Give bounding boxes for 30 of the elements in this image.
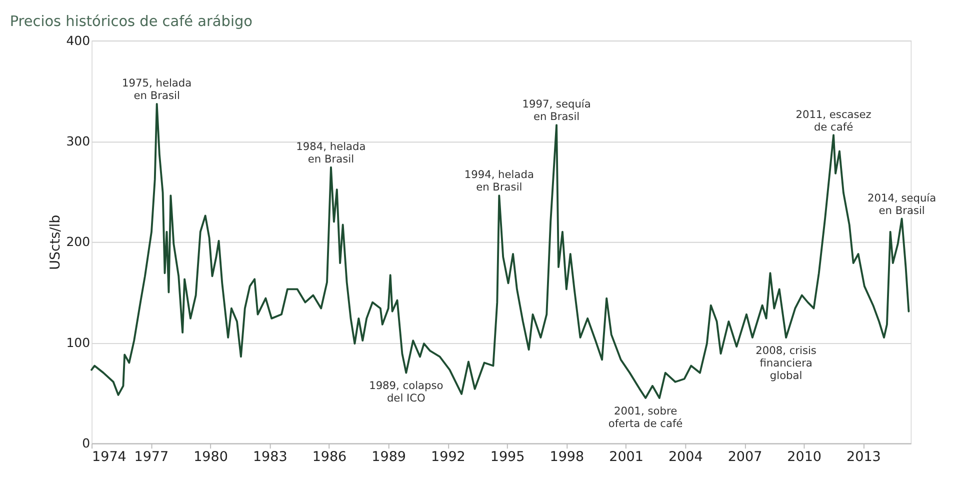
x-tick-label: 2007: [728, 449, 762, 466]
x-tick-label: 1986: [312, 449, 347, 466]
y-tick-label: 300: [66, 134, 90, 149]
x-tick-label: 1992: [431, 449, 466, 466]
annotation: 2008, crisis financiera global: [756, 344, 816, 382]
y-tick-label: 100: [66, 334, 90, 350]
y-tick-label: 0: [82, 436, 90, 451]
x-tick-label: 1974: [92, 449, 126, 466]
x-tick-label: 1980: [194, 449, 228, 466]
x-tick-label: 1977: [134, 449, 169, 466]
x-tick-label: 2010: [787, 449, 822, 466]
annotation: 2014, sequía en Brasil: [867, 192, 936, 217]
y-tick-label: 400: [66, 32, 90, 48]
x-tick-label: 1998: [550, 449, 584, 466]
x-tick-label: 1995: [490, 449, 525, 466]
y-tick-label: 200: [66, 234, 90, 250]
annotation: 1997, sequía en Brasil: [522, 98, 591, 124]
annotation: 1994, helada en Brasil: [464, 169, 534, 194]
x-tick-label: 1983: [252, 449, 288, 466]
annotation: 2001, sobre oferta de café: [608, 405, 683, 430]
annotation: 2011, escasez de café: [796, 108, 872, 134]
x-tick-label: 2004: [668, 449, 703, 466]
x-tick-label: 2013: [846, 449, 881, 466]
annotation: 1975, helada en Brasil: [122, 78, 192, 102]
chart-title: Precios históricos de café arábigo: [10, 14, 253, 30]
annotation: 1984, helada en Brasil: [296, 141, 366, 166]
annotation: 1989, colapso del ICO: [369, 380, 444, 405]
x-tick-label: 1989: [372, 449, 406, 466]
y-axis-title: UScts/lb: [47, 214, 64, 270]
x-tick-label: 2001: [609, 449, 644, 466]
